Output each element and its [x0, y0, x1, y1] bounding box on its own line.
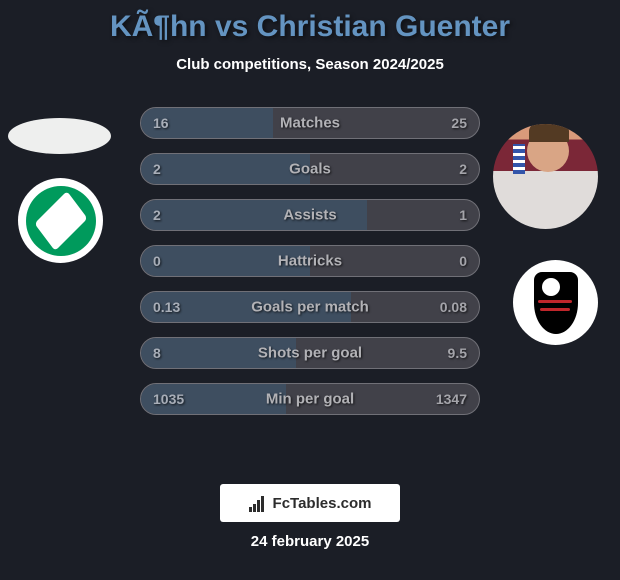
stat-row: 1035Min per goal1347	[140, 383, 480, 415]
comparison-card: KÃ¶hn vs Christian Guenter Club competit…	[0, 0, 620, 580]
stat-row: 2Goals2	[140, 153, 480, 185]
stat-label: Shots per goal	[141, 345, 479, 362]
subtitle: Club competitions, Season 2024/2025	[8, 56, 612, 73]
stat-label: Hattricks	[141, 253, 479, 270]
stat-value-right: 9.5	[448, 345, 467, 361]
stat-value-right: 0.08	[440, 299, 467, 315]
date-label: 24 february 2025	[0, 533, 620, 550]
stat-row: 16Matches25	[140, 107, 480, 139]
stats-column: 16Matches252Goals22Assists10Hattricks00.…	[140, 107, 480, 415]
stat-row: 0.13Goals per match0.08	[140, 291, 480, 323]
stat-value-right: 1347	[436, 391, 467, 407]
stat-label: Min per goal	[141, 391, 479, 408]
stat-row: 0Hattricks0	[140, 245, 480, 277]
stat-label: Matches	[141, 115, 479, 132]
stat-label: Goals	[141, 161, 479, 178]
fctables-logo-icon	[249, 494, 267, 512]
stats-area: 16Matches252Goals22Assists10Hattricks00.…	[8, 107, 612, 415]
stat-label: Goals per match	[141, 299, 479, 316]
footer-brand-badge: FcTables.com	[220, 484, 400, 522]
footer-brand-text: FcTables.com	[273, 495, 372, 512]
stat-value-right: 25	[451, 115, 467, 131]
stat-value-right: 0	[459, 253, 467, 269]
stat-value-right: 1	[459, 207, 467, 223]
stat-row: 8Shots per goal9.5	[140, 337, 480, 369]
stat-value-right: 2	[459, 161, 467, 177]
stat-row: 2Assists1	[140, 199, 480, 231]
page-title: KÃ¶hn vs Christian Guenter	[8, 10, 612, 44]
stat-label: Assists	[141, 207, 479, 224]
